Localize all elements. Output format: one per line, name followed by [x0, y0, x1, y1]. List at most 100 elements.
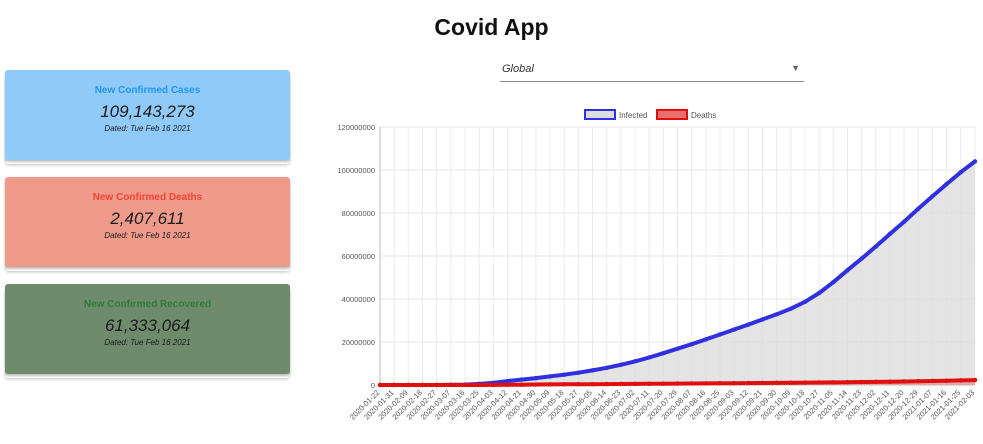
- data-point-deaths: [533, 382, 539, 387]
- data-point-infected: [505, 378, 510, 384]
- data-point-infected: [760, 317, 765, 322]
- data-point-deaths: [958, 378, 964, 383]
- data-point-deaths: [859, 379, 864, 385]
- data-point-deaths: [420, 382, 425, 388]
- data-point-deaths: [632, 381, 638, 387]
- data-point-infected: [703, 337, 709, 342]
- data-point-deaths: [491, 382, 496, 388]
- card-value: 109,143,273: [100, 102, 195, 121]
- data-point-infected: [916, 206, 921, 211]
- data-point-deaths: [675, 381, 680, 386]
- data-point-deaths: [831, 380, 836, 385]
- data-point-infected: [547, 374, 553, 379]
- y-tick-label: 100000000: [337, 166, 375, 175]
- data-point-infected: [944, 181, 949, 187]
- legend-swatch-infected: [584, 109, 616, 120]
- data-point-infected: [533, 375, 539, 381]
- data-point-deaths: [505, 382, 510, 387]
- y-tick-label: 20000000: [342, 338, 375, 347]
- data-point-deaths: [434, 382, 439, 388]
- data-point-infected: [604, 365, 609, 370]
- covid-line-chart: 0 20000000 40000000 60000000 80000000 1000000…: [337, 109, 978, 422]
- data-point-deaths: [717, 381, 723, 386]
- data-point-infected: [590, 368, 595, 373]
- data-point-deaths: [972, 377, 978, 383]
- legend-label-infected: Infected: [619, 111, 647, 120]
- data-point-deaths: [689, 381, 694, 386]
- data-point-deaths: [703, 381, 709, 386]
- card-value: 2,407,611: [110, 209, 185, 228]
- data-point-infected: [774, 312, 779, 317]
- data-point-deaths: [604, 381, 609, 387]
- confirmed-recovered-card: New Confirmed Recovered 61,333,064 Dated…: [5, 284, 290, 374]
- card-label: New Confirmed Cases: [94, 85, 201, 96]
- y-tick-label: 80000000: [342, 209, 375, 218]
- card-date: Dated: Tue Feb 16 2021: [104, 338, 191, 347]
- data-point-infected: [831, 280, 836, 285]
- data-point-infected: [887, 231, 893, 237]
- country-select-value: Global: [502, 63, 534, 75]
- legend-swatch-deaths: [656, 109, 688, 120]
- data-point-deaths: [802, 380, 808, 385]
- data-point-deaths: [873, 379, 879, 385]
- card-date: Dated: Tue Feb 16 2021: [104, 124, 191, 133]
- card-label: New Confirmed Recovered: [83, 299, 212, 310]
- data-point-infected: [859, 256, 864, 261]
- data-point-deaths: [406, 382, 411, 388]
- data-point-infected: [689, 341, 694, 347]
- data-point-deaths: [462, 382, 468, 388]
- country-select[interactable]: Global ▼: [500, 60, 804, 82]
- data-point-infected: [788, 306, 794, 311]
- confirmed-cases-card: New Confirmed Cases 109,143,273 Dated: T…: [5, 70, 290, 160]
- data-point-deaths: [646, 381, 652, 387]
- data-point-deaths: [760, 380, 765, 386]
- card-date: Dated: Tue Feb 16 2021: [104, 231, 191, 240]
- data-point-infected: [816, 290, 822, 296]
- card-value: 61,333,064: [104, 316, 191, 335]
- series-area-infected: [380, 161, 975, 385]
- data-point-deaths: [561, 382, 567, 387]
- data-point-deaths: [816, 380, 822, 385]
- data-point-infected: [958, 169, 964, 175]
- data-point-deaths: [930, 378, 935, 384]
- data-point-infected: [576, 370, 581, 375]
- data-point-deaths: [661, 381, 666, 386]
- data-point-deaths: [476, 382, 482, 388]
- data-point-infected: [618, 362, 624, 367]
- data-point-infected: [746, 322, 751, 327]
- data-point-infected: [802, 299, 808, 304]
- legend-label-deaths: Deaths: [691, 111, 716, 120]
- y-tick-label: 60000000: [342, 252, 375, 261]
- data-point-infected: [661, 350, 666, 356]
- data-point-deaths: [590, 381, 595, 387]
- data-point-infected: [873, 244, 879, 249]
- data-point-infected: [731, 327, 737, 332]
- data-point-deaths: [916, 379, 921, 384]
- data-point-infected: [717, 332, 723, 337]
- data-point-deaths: [887, 379, 893, 384]
- data-point-infected: [519, 377, 524, 382]
- data-point-infected: [675, 346, 680, 351]
- y-tick-label: 120000000: [337, 123, 375, 132]
- data-point-deaths: [519, 382, 524, 387]
- card-label: New Confirmed Deaths: [92, 192, 203, 203]
- data-point-infected: [930, 194, 935, 199]
- data-point-deaths: [618, 381, 624, 387]
- data-point-deaths: [746, 380, 751, 386]
- data-point-deaths: [944, 378, 949, 383]
- data-point-infected: [561, 372, 567, 377]
- confirmed-deaths-card: New Confirmed Deaths 2,407,611 Dated: Tu…: [5, 177, 290, 267]
- data-point-infected: [632, 359, 638, 364]
- data-point-infected: [646, 355, 652, 360]
- data-point-infected: [972, 159, 978, 164]
- data-point-deaths: [774, 380, 779, 386]
- app-title: Covid App: [434, 14, 549, 40]
- data-point-deaths: [731, 380, 737, 386]
- data-point-deaths: [377, 382, 383, 388]
- y-tick-label: 0: [371, 381, 375, 390]
- data-point-deaths: [576, 382, 581, 387]
- data-point-infected: [845, 267, 850, 273]
- chevron-down-icon[interactable]: ▼: [791, 63, 800, 73]
- data-point-deaths: [448, 382, 454, 388]
- data-point-deaths: [901, 379, 907, 384]
